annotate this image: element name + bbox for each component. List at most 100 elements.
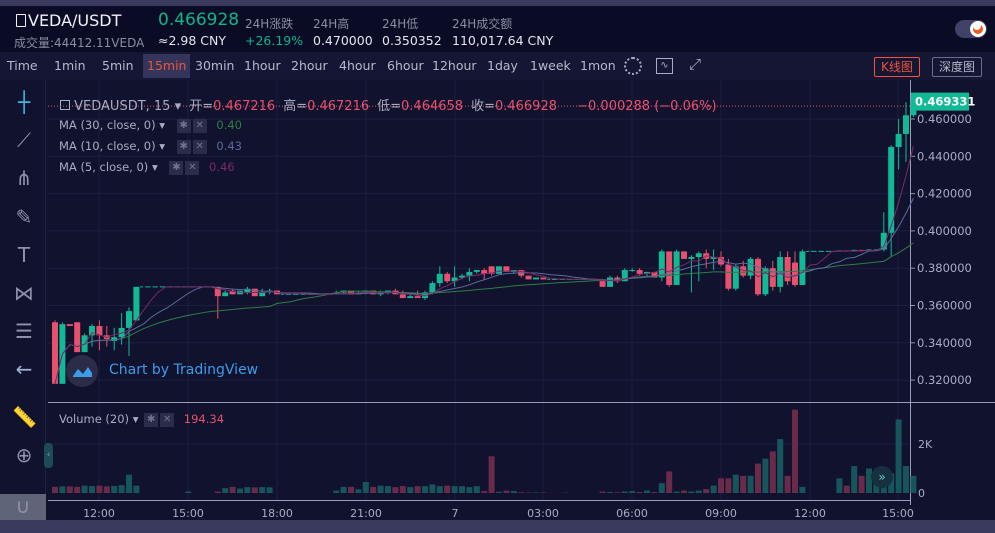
close-icon[interactable]: ✕ <box>192 139 207 154</box>
volume-bar <box>407 487 414 493</box>
settings-icon[interactable]: ✱ <box>176 118 191 133</box>
volume-bar <box>910 475 917 493</box>
interval-1day[interactable]: 1day <box>487 58 518 73</box>
pair-title[interactable]: VEDA/USDT <box>16 11 121 30</box>
volume-bar <box>851 466 858 493</box>
trend-line-icon[interactable]: ⟋ <box>17 128 31 152</box>
settings-icon[interactable]: ✱ <box>144 412 159 427</box>
collapse-sidebar-button[interactable]: ‹ <box>44 443 53 468</box>
ma-label[interactable]: MA (30, close, 0) <box>59 118 156 132</box>
zoom-in-icon[interactable]: ⊕ <box>15 443 33 467</box>
price-tick-label: 0.360000 <box>917 299 972 313</box>
depth-button[interactable]: 深度图 <box>932 57 983 77</box>
candle-body <box>769 268 776 287</box>
candle-body <box>607 277 613 287</box>
fullscreen-icon[interactable]: ⤢ <box>689 55 702 73</box>
candle-body <box>348 290 354 295</box>
volume-bar <box>466 487 473 493</box>
interval-1mon[interactable]: 1mon <box>580 58 616 73</box>
volume-label[interactable]: Volume (20) <box>59 412 130 426</box>
volume-bar <box>621 491 628 493</box>
ma-legend-10: MA (10, close, 0) ▾ ✱ ✕ 0.43 <box>59 139 242 154</box>
kline-button[interactable]: K线图 <box>874 57 920 77</box>
close-icon[interactable]: ✕ <box>160 412 175 427</box>
volume-bar <box>481 491 488 493</box>
volume-bar <box>355 489 362 493</box>
interval-30min[interactable]: 30min <box>195 58 235 73</box>
volume-bar <box>732 474 739 493</box>
ruler-icon[interactable]: 📏 <box>12 405 37 429</box>
volume-bar <box>66 486 73 493</box>
candle-body <box>214 286 221 297</box>
candle-body <box>658 251 665 278</box>
volume-bar <box>784 475 791 493</box>
candle-body <box>688 257 695 259</box>
settings-icon[interactable]: ✱ <box>176 139 191 154</box>
dropdown-icon[interactable]: ▾ <box>159 139 166 153</box>
dropdown-icon[interactable]: ▾ <box>159 118 166 132</box>
brush-icon[interactable]: ✎ <box>15 205 33 229</box>
scroll-to-realtime-button[interactable]: » <box>871 466 893 488</box>
candle-body <box>229 290 236 295</box>
volume-bar <box>74 486 81 493</box>
interval-2hour[interactable]: 2hour <box>291 58 328 73</box>
indicator-icon[interactable]: ∿ <box>656 58 673 74</box>
high-label: 24H高 <box>313 17 350 31</box>
pattern-icon[interactable]: ⋈ <box>14 281 34 305</box>
low-label: 24H低 <box>382 17 419 31</box>
high-value: 0.470000 <box>313 33 373 48</box>
close-icon[interactable]: ✕ <box>192 118 207 133</box>
time-tick-label: 15:00 <box>882 507 914 520</box>
interval-1week[interactable]: 1week <box>530 58 571 73</box>
interval-12hour[interactable]: 12hour <box>432 58 477 73</box>
candle-body <box>895 133 902 147</box>
ma-value: 0.40 <box>216 118 242 132</box>
interval-6hour[interactable]: 6hour <box>387 58 424 73</box>
collapse-icon[interactable] <box>60 100 70 110</box>
candle-body <box>429 283 436 293</box>
dropdown-icon[interactable]: ▾ <box>132 412 139 426</box>
time-tick-label: 03:00 <box>527 507 559 520</box>
close-icon[interactable]: ✕ <box>185 160 200 175</box>
price-cny: ≈2.98 CNY <box>158 33 226 48</box>
interval-4hour[interactable]: 4hour <box>339 58 376 73</box>
dropdown-icon[interactable]: ▾ <box>151 160 158 174</box>
magnet-icon[interactable]: ∪ <box>0 494 46 520</box>
bottom-strip <box>0 520 995 533</box>
theme-toggle[interactable] <box>955 20 987 38</box>
pitchfork-icon[interactable]: ⋔ <box>15 166 33 190</box>
tradingview-watermark[interactable]: Chart by TradingView <box>109 362 259 378</box>
interval-15min[interactable]: 15min <box>143 54 191 78</box>
candle-body <box>436 273 443 284</box>
candle-body <box>222 292 229 297</box>
interval-1hour[interactable]: 1hour <box>244 58 281 73</box>
tradingview-logo[interactable] <box>66 355 98 387</box>
volume-bar <box>503 490 510 493</box>
ma-label[interactable]: MA (5, close, 0) <box>59 160 149 174</box>
text-icon[interactable]: T <box>17 243 31 267</box>
fib-icon[interactable]: ☰ <box>15 319 33 343</box>
symbol-label[interactable]: VEDAUSDT, 15 <box>74 99 171 114</box>
time-tick-label: 12:00 <box>794 507 826 520</box>
ma-label[interactable]: MA (10, close, 0) <box>59 139 156 153</box>
ohlc-value: 0.464658 <box>401 99 464 114</box>
volume-bar <box>237 488 243 493</box>
legend-volume: Volume (20) ▾ ✱ ✕ 194.34 <box>59 412 224 427</box>
interval-1min[interactable]: 1min <box>54 58 86 73</box>
candle-body <box>540 277 547 280</box>
candle-body <box>488 266 495 274</box>
gear-icon[interactable] <box>624 57 642 75</box>
volume-bar <box>81 485 88 493</box>
volume-bar <box>266 487 273 493</box>
crosshair-icon[interactable]: ┼ <box>17 90 31 114</box>
interval-5min[interactable]: 5min <box>102 58 134 73</box>
dropdown-icon[interactable]: ▾ <box>170 99 186 114</box>
candle-body <box>599 279 606 287</box>
candle-body <box>481 270 488 274</box>
volume-bar <box>89 486 95 493</box>
settings-icon[interactable]: ✱ <box>169 160 184 175</box>
volume-bar <box>666 471 673 493</box>
back-arrow-icon[interactable]: ← <box>15 357 33 381</box>
time-tick-label: 21:00 <box>350 507 382 520</box>
